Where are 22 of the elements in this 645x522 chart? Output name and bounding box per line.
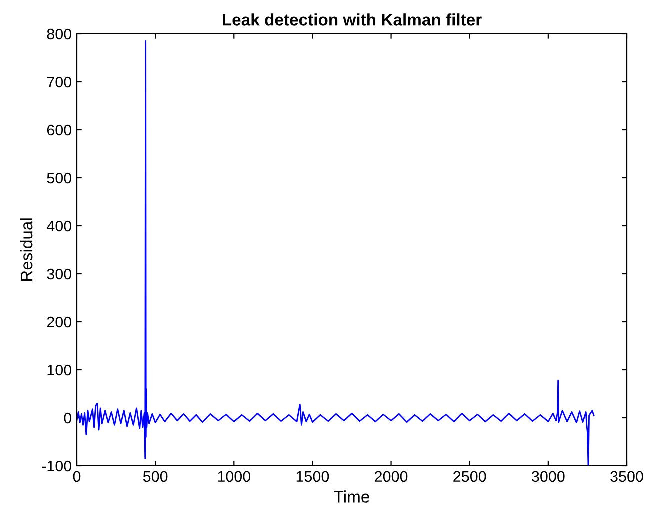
x-tick-label: 2500 — [454, 471, 486, 482]
y-tick-label: 700 — [47, 76, 72, 88]
y-tick-label: 500 — [47, 172, 72, 184]
x-tick-label: 0 — [73, 471, 81, 482]
y-axis-title: Residual — [20, 218, 33, 282]
x-tick-label: 500 — [143, 471, 168, 482]
line-series — [77, 40, 595, 466]
y-tick-label: 600 — [47, 124, 72, 136]
y-tick-label: 200 — [47, 316, 72, 328]
y-tick-label: 0 — [64, 412, 72, 424]
x-tick-label: 1000 — [218, 471, 251, 482]
x-tick-label: 2000 — [375, 471, 408, 482]
x-tick-label: 1500 — [296, 471, 330, 482]
y-tick-label: 800 — [47, 28, 72, 40]
x-tick-label: 3500 — [610, 471, 644, 482]
y-tick-label: 400 — [47, 220, 72, 232]
x-tick-label: 3000 — [532, 471, 565, 482]
chart-title: Leak detection with Kalman filter — [223, 14, 482, 26]
y-tick-label: -100 — [42, 460, 72, 472]
x-axis-title: Time — [334, 490, 370, 503]
y-tick-label: 300 — [47, 268, 72, 280]
y-tick-label: 100 — [48, 364, 72, 376]
